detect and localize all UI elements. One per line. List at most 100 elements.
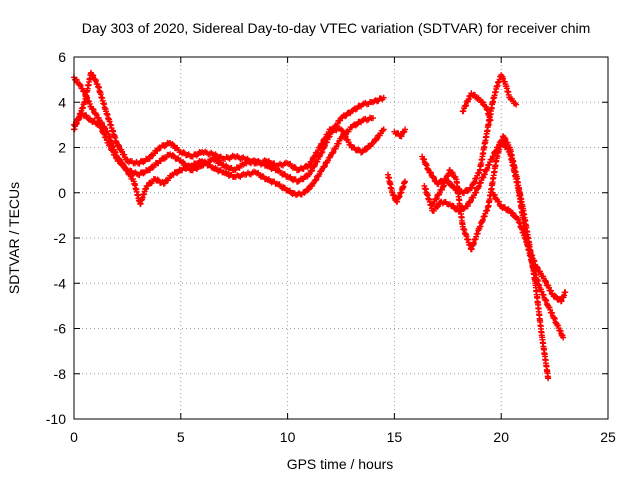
- x-tick-label: 10: [280, 429, 296, 445]
- data-point-trace: [71, 99, 88, 133]
- data-point-trace: [114, 141, 130, 163]
- data-point-trace: [468, 169, 483, 191]
- series-arc-5: [384, 171, 409, 205]
- data-point-trace: [243, 168, 258, 178]
- tick-labels: 0 5 10 15 20 25 -10 -8 -6 -4 -2 0 2 4 6: [46, 49, 616, 445]
- data-point-trace: [137, 185, 150, 207]
- data-point: [545, 375, 552, 382]
- y-tick-label: 4: [58, 94, 66, 110]
- x-axis-title: GPS time / hours: [287, 456, 394, 472]
- chart-title: Day 303 of 2020, Sidereal Day-to-day VTE…: [82, 20, 591, 36]
- data-point-trace: [306, 153, 322, 177]
- data-point-trace: [88, 105, 102, 122]
- x-tick-label: 0: [70, 429, 78, 445]
- x-tick-label: 25: [600, 429, 616, 445]
- data-point-trace: [448, 202, 461, 213]
- data-point: [380, 126, 387, 133]
- data-point-trace: [507, 146, 519, 176]
- data-point-trace: [468, 225, 483, 252]
- data-point-trace: [469, 91, 482, 102]
- data-point-trace: [537, 286, 551, 309]
- data-point-trace: [103, 110, 120, 145]
- axis-ticks: [73, 56, 609, 420]
- data-point-trace: [421, 185, 436, 214]
- data-point-trace: [105, 133, 120, 159]
- data-point-trace: [539, 334, 551, 380]
- data-point-trace: [306, 144, 322, 168]
- data-point-trace: [485, 155, 500, 209]
- data-point: [370, 115, 377, 122]
- x-tick-label: 5: [177, 429, 185, 445]
- data-point-trace: [481, 156, 495, 178]
- x-tick-label: 20: [493, 429, 509, 445]
- data-point-trace: [232, 170, 247, 180]
- data-point-trace: [541, 277, 555, 297]
- series-arc-6: [419, 72, 520, 197]
- data-point-trace: [350, 118, 365, 129]
- data-point-trace: [507, 95, 519, 107]
- data-point-trace: [447, 169, 459, 181]
- data-point-trace: [350, 102, 365, 113]
- series-arc-9: [459, 90, 494, 124]
- data-point-trace: [339, 109, 354, 120]
- data-point-trace: [385, 174, 395, 195]
- data-point-trace: [545, 304, 560, 327]
- data-point-trace: [441, 167, 453, 189]
- data-point-trace: [285, 187, 298, 198]
- data-point: [380, 94, 387, 101]
- y-tick-label: 2: [58, 140, 66, 156]
- data-point-trace: [123, 166, 137, 183]
- y-tick-label: 0: [58, 185, 66, 201]
- data-point-trace: [360, 141, 375, 154]
- data-point-trace: [532, 282, 545, 336]
- data-point-trace: [513, 173, 526, 208]
- data-point-trace: [426, 169, 440, 185]
- data-point-trace: [328, 135, 344, 158]
- y-axis-title: SDTVAR / TECUs: [6, 182, 22, 294]
- data-point-trace: [453, 178, 466, 228]
- data-point-trace: [94, 83, 109, 113]
- data-point-trace: [146, 159, 162, 174]
- data-point-trace: [97, 119, 111, 135]
- y-tick-label: -6: [54, 321, 67, 337]
- data-point-trace: [80, 112, 93, 123]
- data-points: [71, 69, 569, 382]
- x-tick-label: 15: [387, 429, 403, 445]
- data-point-trace: [200, 148, 215, 158]
- data-point-trace: [490, 83, 500, 105]
- data-point-trace: [464, 189, 478, 210]
- data-point: [562, 289, 569, 296]
- series-arc-4: [391, 126, 409, 140]
- data-point-trace: [311, 168, 324, 186]
- data-point-trace: [232, 153, 247, 163]
- data-point-trace: [153, 176, 166, 186]
- data-point-trace: [371, 127, 386, 145]
- data-point: [402, 126, 409, 133]
- data-point-trace: [533, 263, 547, 280]
- y-tick-label: -4: [54, 275, 67, 291]
- data-point-trace: [161, 172, 175, 187]
- data-point-trace: [168, 152, 183, 164]
- data-point-trace: [507, 209, 521, 222]
- data-point-trace: [319, 154, 333, 172]
- data-point-trace: [302, 182, 316, 195]
- data-point-trace: [430, 184, 446, 207]
- data-point-trace: [328, 125, 343, 134]
- data-point-trace: [317, 126, 333, 149]
- data-point: [560, 334, 567, 341]
- data-point: [513, 101, 520, 108]
- data-point-trace: [494, 133, 506, 160]
- data-point: [402, 178, 409, 185]
- data-point-trace: [524, 241, 538, 268]
- data-point-trace: [473, 174, 487, 196]
- data-point-trace: [515, 219, 530, 245]
- data-point-trace: [296, 172, 311, 184]
- y-tick-label: 6: [58, 49, 66, 65]
- data-point-trace: [398, 128, 408, 140]
- data-point-trace: [550, 292, 563, 303]
- data-point: [487, 117, 494, 124]
- series-arc-3: [71, 69, 387, 174]
- series-arc-10: [489, 189, 569, 305]
